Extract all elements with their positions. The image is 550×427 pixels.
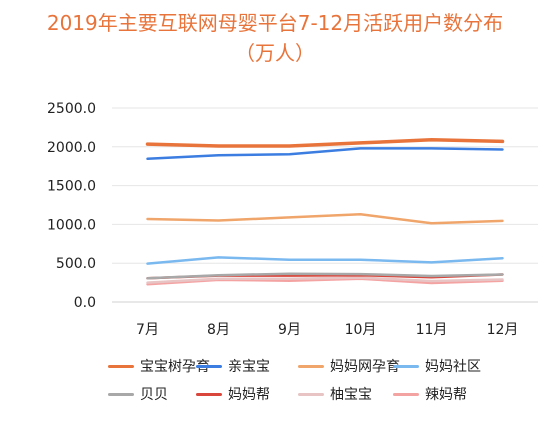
legend-item: 妈妈网孕育 bbox=[298, 356, 400, 376]
legend-item: 妈妈帮 bbox=[196, 384, 270, 404]
y-tick-label: 500.0 bbox=[56, 256, 96, 272]
y-tick-label: 1000.0 bbox=[47, 217, 96, 233]
legend-label: 柚宝宝 bbox=[330, 387, 372, 403]
series-line-贝贝 bbox=[146, 272, 504, 280]
legend-swatch bbox=[393, 364, 419, 368]
chart-legend: 宝宝树孕育 亲宝宝 妈妈网孕育 妈妈社区贝贝 妈妈帮 柚宝宝 辣妈帮 bbox=[0, 352, 550, 427]
legend-item: 亲宝宝 bbox=[196, 356, 270, 376]
series-line-亲宝宝 bbox=[146, 147, 504, 161]
series-line-妈妈网孕育 bbox=[146, 213, 504, 225]
legend-swatch bbox=[298, 392, 324, 396]
legend-swatch bbox=[298, 364, 324, 368]
legend-label: 宝宝树孕育 bbox=[140, 359, 210, 375]
x-tick-label: 9月 bbox=[278, 322, 301, 338]
legend-swatch bbox=[196, 364, 222, 368]
legend-item: 辣妈帮 bbox=[393, 384, 467, 404]
series-line-宝宝树孕育 bbox=[145, 138, 505, 148]
legend-label: 亲宝宝 bbox=[228, 359, 270, 375]
x-tick-label: 10月 bbox=[345, 322, 377, 338]
legend-label: 贝贝 bbox=[140, 387, 168, 403]
legend-item: 宝宝树孕育 bbox=[108, 356, 210, 376]
y-tick-label: 2500.0 bbox=[47, 101, 96, 117]
chart-title: 2019年主要互联网母婴平台7-12月活跃用户数分布 （万人） bbox=[0, 8, 550, 68]
legend-swatch bbox=[196, 392, 222, 396]
legend-item: 妈妈社区 bbox=[393, 356, 481, 376]
chart-title-line1: 2019年主要互联网母婴平台7-12月活跃用户数分布 bbox=[46, 11, 504, 35]
y-tick-label: 2000.0 bbox=[47, 140, 96, 156]
x-tick-label: 8月 bbox=[207, 322, 230, 338]
legend-item: 贝贝 bbox=[108, 384, 168, 404]
x-tick-label: 12月 bbox=[487, 322, 519, 338]
legend-label: 妈妈社区 bbox=[425, 359, 481, 375]
chart-title-line2: （万人） bbox=[235, 41, 315, 65]
series-line-柚宝宝 bbox=[146, 276, 504, 284]
y-tick-label: 1500.0 bbox=[47, 179, 96, 195]
x-tick-label: 11月 bbox=[416, 322, 448, 338]
series-line-妈妈社区 bbox=[146, 256, 504, 265]
legend-label: 妈妈帮 bbox=[228, 387, 270, 403]
legend-item: 柚宝宝 bbox=[298, 384, 372, 404]
legend-swatch bbox=[393, 392, 419, 396]
legend-swatch bbox=[108, 364, 134, 368]
x-tick-label: 7月 bbox=[136, 322, 159, 338]
legend-swatch bbox=[108, 392, 134, 396]
y-tick-label: 0.0 bbox=[74, 295, 96, 311]
legend-label: 辣妈帮 bbox=[425, 387, 467, 403]
legend-label: 妈妈网孕育 bbox=[330, 359, 400, 375]
line-chart: 0.0 500.0 1000.0 1500.0 2000.0 2500.0 7月 8月 9月 10… bbox=[47, 101, 538, 338]
series-line-辣妈帮 bbox=[146, 277, 504, 286]
